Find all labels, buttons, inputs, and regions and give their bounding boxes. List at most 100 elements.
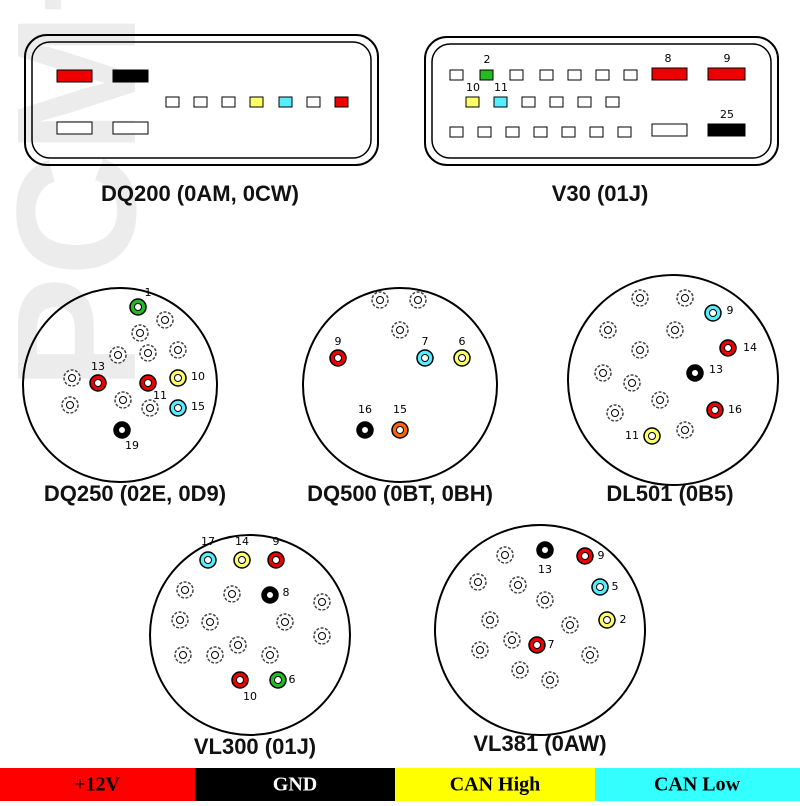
- pin-hole: [114, 351, 122, 359]
- pin-hole: [174, 374, 182, 382]
- pin-number: 9: [598, 549, 605, 562]
- pin: [56, 121, 93, 135]
- legend-swatch: [0, 768, 195, 801]
- pin: [493, 96, 508, 108]
- pin-number: 2: [484, 53, 491, 66]
- pin-hole: [318, 598, 326, 606]
- pin-number: 19: [125, 439, 139, 452]
- pin-number: 13: [709, 363, 723, 376]
- pin-hole: [508, 636, 516, 644]
- pin-hole: [396, 426, 404, 434]
- pin-hole: [458, 354, 466, 362]
- pin-hole: [581, 552, 589, 560]
- pin-hole: [514, 581, 522, 589]
- pin-hole: [546, 676, 554, 684]
- connector-outline: [31, 41, 372, 159]
- pin-hole: [681, 426, 689, 434]
- pin-number: 11: [153, 389, 167, 402]
- pin-hole: [211, 651, 219, 659]
- pin-hole: [334, 354, 342, 362]
- pin: [549, 96, 564, 108]
- pin-hole: [68, 374, 76, 382]
- pin: [505, 126, 520, 138]
- pin-hole: [228, 590, 236, 598]
- pin-number: 5: [612, 580, 619, 593]
- connector-name: VL300 (01J): [194, 734, 316, 759]
- pin-number: 8: [665, 52, 672, 65]
- connector-outline: [22, 287, 218, 483]
- pin-number: 13: [91, 360, 105, 373]
- pin: [707, 123, 746, 137]
- pin-hole: [566, 621, 574, 629]
- pin-number: 9: [727, 304, 734, 317]
- pin-hole: [599, 369, 607, 377]
- pin: [477, 126, 492, 138]
- pin-number: 17: [201, 535, 215, 548]
- legend-label: CAN Low: [654, 774, 741, 796]
- pin-hole: [681, 294, 689, 302]
- pin: [651, 123, 688, 137]
- pin-hole: [648, 432, 656, 440]
- pin-hole: [636, 294, 644, 302]
- pin-number: 13: [538, 563, 552, 576]
- pin: [623, 69, 638, 81]
- pin-hole: [476, 646, 484, 654]
- pin-hole: [724, 344, 732, 352]
- pin-hole: [586, 651, 594, 659]
- pin: [112, 121, 149, 135]
- pin-number: 9: [273, 535, 280, 548]
- pin: [521, 96, 536, 108]
- pin-number: 25: [720, 108, 734, 121]
- pin-hole: [541, 596, 549, 604]
- pin-hole: [266, 651, 274, 659]
- pin-number: 10: [466, 81, 480, 94]
- pin-hole: [486, 616, 494, 624]
- pin-hole: [266, 591, 274, 599]
- pin: [509, 69, 524, 81]
- pin-number: 7: [548, 638, 555, 651]
- pin-hole: [234, 641, 242, 649]
- pin: [539, 69, 554, 81]
- connector-outline: [424, 36, 779, 166]
- pin: [465, 96, 480, 108]
- pin-number: 8: [283, 586, 290, 599]
- pin: [449, 126, 464, 138]
- pin: [449, 69, 464, 81]
- legend-swatch: [395, 768, 595, 801]
- pin-hole: [691, 369, 699, 377]
- pin-hole: [709, 309, 717, 317]
- pin-hole: [414, 296, 422, 304]
- pin-hole: [628, 379, 636, 387]
- pin-number: 6: [459, 335, 466, 348]
- pin: [334, 96, 349, 108]
- legend-label: GND: [273, 774, 317, 796]
- pin-number: 9: [335, 335, 342, 348]
- pin-hole: [146, 404, 154, 412]
- pin-hole: [541, 546, 549, 554]
- pin-number: 15: [191, 400, 205, 413]
- pin-number: 14: [743, 341, 757, 354]
- pin: [221, 96, 236, 108]
- legend-label: CAN High: [450, 774, 541, 796]
- pin: [567, 69, 582, 81]
- pin: [479, 69, 494, 81]
- pin-hole: [516, 666, 524, 674]
- pin-number: 16: [728, 403, 742, 416]
- pin: [605, 96, 620, 108]
- pin-hole: [671, 326, 679, 334]
- legend-label: +12V: [74, 774, 120, 796]
- pin-number: 9: [724, 52, 731, 65]
- pin-hole: [376, 296, 384, 304]
- pin: [165, 96, 180, 108]
- pin: [707, 67, 746, 81]
- pin: [617, 126, 632, 138]
- pin-hole: [501, 551, 509, 559]
- pin: [595, 69, 610, 81]
- pin: [249, 96, 264, 108]
- pin-hole: [533, 641, 541, 649]
- pin-hole: [636, 346, 644, 354]
- pin-hole: [136, 329, 144, 337]
- pin-hole: [238, 556, 246, 564]
- pin: [278, 96, 293, 108]
- pin: [193, 96, 208, 108]
